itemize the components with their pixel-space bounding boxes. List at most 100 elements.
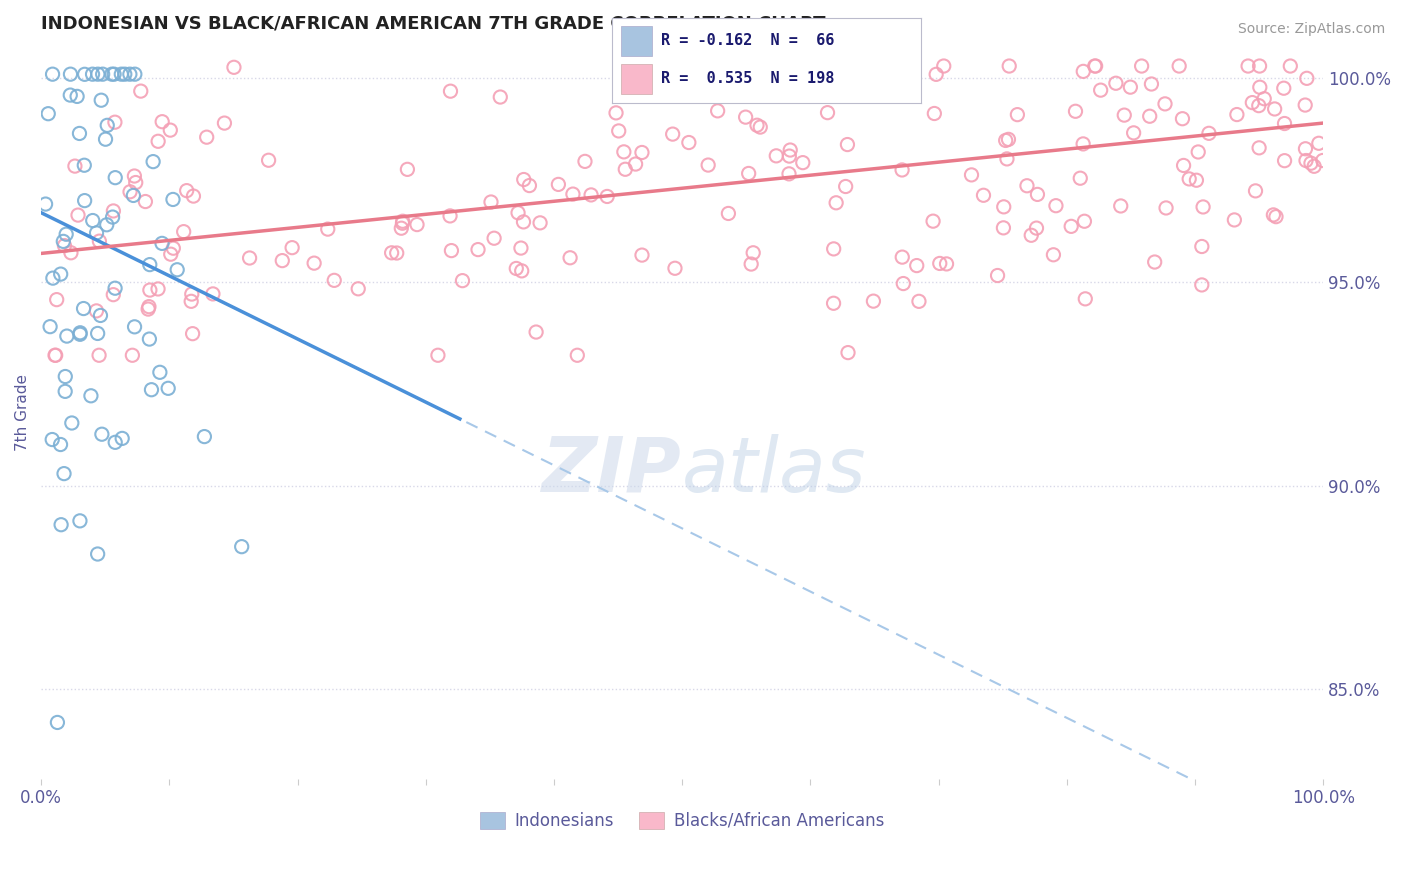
Point [56, 329, 79, 343]
Point [529, 216, 551, 230]
Point [103, 203, 125, 218]
Point [166, 262, 188, 277]
Point [104, 170, 127, 185]
Point [1114, 108, 1136, 122]
Point [104, 281, 127, 295]
Point [86, 326, 108, 341]
Point [513, 172, 536, 186]
Point [150, 114, 173, 128]
Point [1064, 104, 1087, 119]
Point [89, 234, 111, 248]
Point [239, 251, 262, 265]
Point [993, 220, 1015, 235]
Point [142, 154, 165, 169]
Point [1303, 159, 1326, 173]
Point [124, 67, 146, 81]
Point [136, 302, 159, 317]
Point [512, 215, 534, 229]
Point [1191, 239, 1213, 253]
Point [124, 169, 146, 183]
Point [451, 274, 474, 288]
Point [905, 259, 928, 273]
Point [1274, 153, 1296, 168]
Point [323, 273, 346, 287]
Point [316, 222, 339, 236]
Point [96, 119, 118, 133]
Point [765, 149, 787, 163]
Point [59, 88, 82, 103]
Point [1299, 156, 1322, 170]
Text: ZIP: ZIP [543, 434, 682, 508]
Point [922, 214, 945, 228]
Point [1168, 59, 1191, 73]
Point [66, 89, 89, 103]
Point [1090, 83, 1112, 97]
Point [1015, 178, 1038, 193]
Text: atlas: atlas [682, 434, 866, 508]
Point [1007, 108, 1029, 122]
Point [49, 267, 72, 281]
Point [87, 348, 110, 362]
Point [103, 67, 125, 81]
Legend: Indonesians, Blacks/African Americans: Indonesians, Blacks/African Americans [472, 805, 891, 837]
Point [1060, 219, 1083, 234]
Point [125, 176, 148, 190]
Point [37, 106, 59, 120]
Point [1019, 228, 1042, 243]
Point [53, 369, 76, 384]
Point [139, 258, 162, 272]
Point [45, 293, 67, 307]
Point [678, 136, 700, 150]
Point [87, 67, 110, 81]
Point [39, 319, 62, 334]
Point [935, 257, 957, 271]
Point [201, 286, 224, 301]
Point [157, 381, 180, 395]
Point [825, 67, 848, 81]
Point [596, 189, 619, 203]
Point [1247, 98, 1270, 112]
Point [1249, 59, 1271, 73]
Point [146, 282, 169, 296]
Point [42, 271, 65, 285]
Point [104, 115, 127, 129]
Point [972, 188, 994, 202]
Point [214, 116, 236, 130]
Point [1308, 136, 1330, 151]
Point [1295, 71, 1317, 86]
Point [139, 283, 162, 297]
Bar [621, 64, 652, 95]
Point [46, 715, 69, 730]
Point [932, 59, 955, 73]
Point [823, 296, 845, 310]
Point [839, 59, 862, 73]
Point [1192, 200, 1215, 214]
Point [73, 194, 96, 208]
Point [159, 123, 181, 137]
Point [664, 261, 686, 276]
Point [749, 120, 772, 134]
Point [697, 59, 720, 73]
Point [69, 127, 91, 141]
Point [706, 103, 728, 118]
Point [1249, 80, 1271, 95]
Point [837, 137, 859, 152]
Point [69, 326, 91, 340]
Point [994, 133, 1017, 147]
Point [1139, 109, 1161, 123]
Point [439, 209, 461, 223]
Point [1187, 145, 1209, 159]
Point [53, 384, 76, 399]
Point [52, 235, 75, 249]
Point [281, 241, 304, 255]
Point [1154, 96, 1177, 111]
Point [53, 467, 76, 481]
Point [700, 72, 723, 87]
Point [1073, 214, 1095, 228]
Point [661, 127, 683, 141]
Point [925, 67, 948, 81]
Point [60, 416, 83, 430]
Point [103, 287, 125, 301]
Point [734, 110, 756, 124]
Point [482, 231, 505, 245]
